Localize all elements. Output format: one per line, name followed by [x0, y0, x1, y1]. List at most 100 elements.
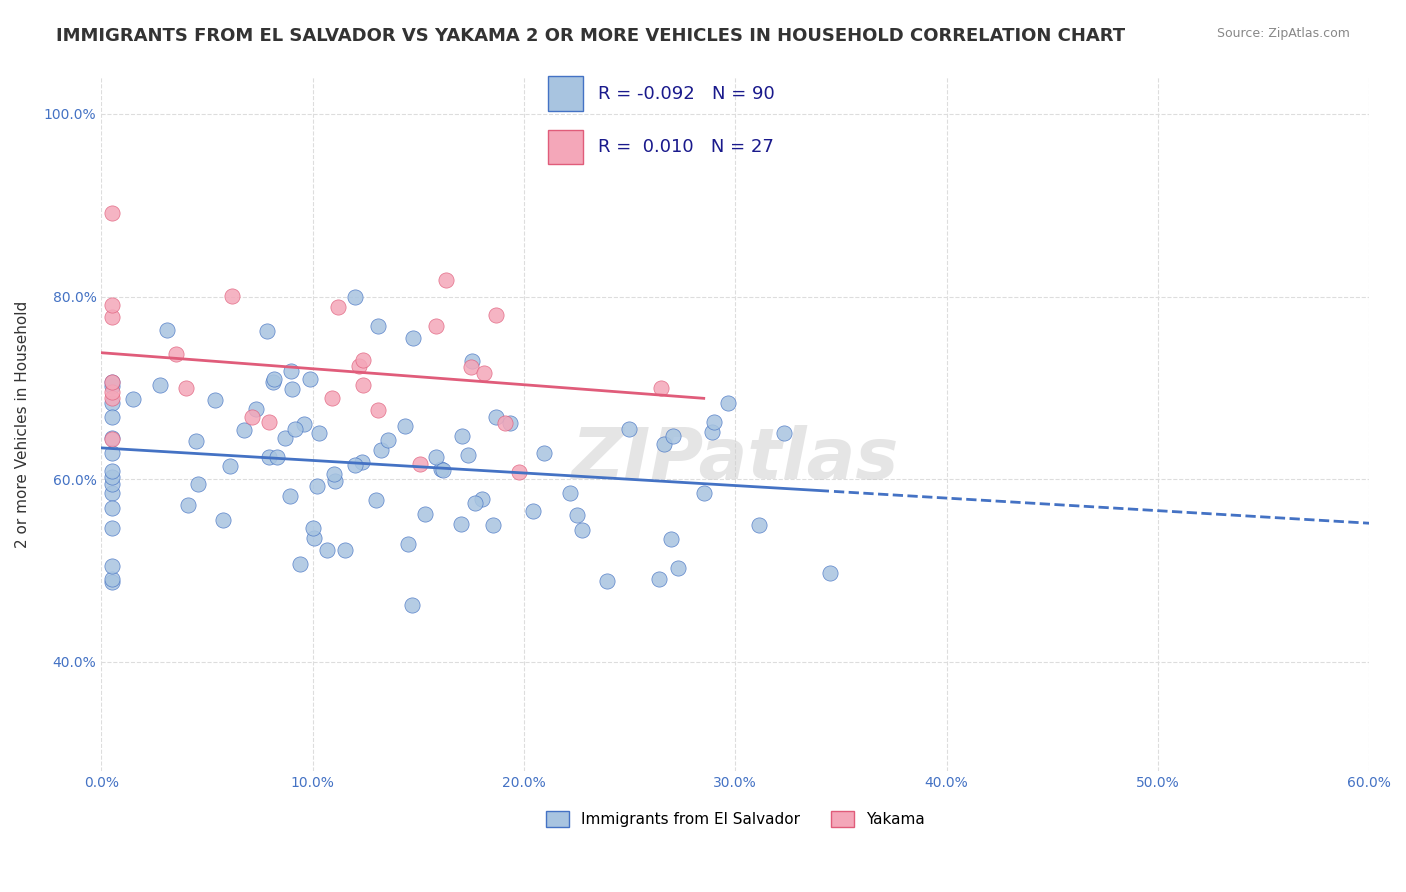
Point: [650, 381, 672, 395]
Point: [460, 359, 482, 374]
Point: [484, 308, 506, 322]
Point: [177, 498, 200, 512]
Point: [457, 448, 479, 462]
Point: [101, 205, 124, 219]
Point: [748, 518, 770, 533]
Point: [122, 392, 145, 406]
Point: [298, 371, 321, 385]
Point: [221, 289, 243, 303]
Point: [394, 419, 416, 434]
Point: [101, 575, 124, 590]
Point: [101, 376, 124, 390]
FancyBboxPatch shape: [548, 129, 583, 164]
Point: [499, 417, 522, 431]
Point: [485, 410, 508, 425]
Point: [450, 517, 472, 532]
Point: [367, 402, 389, 417]
Point: [471, 492, 494, 507]
Point: [396, 537, 419, 551]
Point: [257, 415, 280, 429]
Point: [666, 560, 689, 574]
Point: [156, 323, 179, 337]
Point: [174, 381, 197, 395]
Point: [280, 364, 302, 378]
Point: [219, 459, 242, 474]
Legend: Immigrants from El Salvador, Yakama: Immigrants from El Salvador, Yakama: [540, 805, 931, 833]
Text: Source: ZipAtlas.com: Source: ZipAtlas.com: [1216, 27, 1350, 40]
Point: [101, 310, 124, 325]
Point: [596, 574, 619, 588]
Point: [409, 457, 432, 471]
Point: [432, 463, 454, 477]
Point: [233, 423, 256, 437]
Point: [240, 410, 263, 425]
Point: [101, 298, 124, 312]
Point: [302, 521, 325, 535]
Point: [367, 319, 389, 334]
Point: [284, 422, 307, 436]
Point: [692, 486, 714, 500]
Point: [101, 385, 124, 400]
Point: [350, 455, 373, 469]
Text: R =  0.010   N = 27: R = 0.010 N = 27: [598, 138, 773, 156]
Point: [700, 425, 723, 440]
Point: [425, 450, 447, 464]
Point: [464, 495, 486, 509]
Point: [366, 493, 388, 508]
Point: [430, 462, 453, 476]
Point: [370, 443, 392, 458]
Point: [659, 532, 682, 546]
Point: [558, 485, 581, 500]
Point: [323, 474, 346, 488]
Point: [482, 517, 505, 532]
Point: [571, 523, 593, 537]
Point: [292, 417, 315, 431]
Point: [343, 289, 366, 303]
Point: [101, 379, 124, 393]
Point: [617, 422, 640, 436]
Point: [101, 375, 124, 389]
Point: [494, 416, 516, 430]
Text: ZIPatlas: ZIPatlas: [571, 425, 898, 493]
Point: [661, 429, 683, 443]
Point: [101, 501, 124, 516]
Point: [101, 432, 124, 446]
Point: [772, 426, 794, 441]
Point: [263, 372, 285, 386]
Point: [316, 543, 339, 558]
Point: [101, 521, 124, 535]
Point: [344, 458, 367, 472]
Point: [450, 429, 472, 443]
Point: [165, 347, 187, 361]
Point: [335, 543, 357, 558]
FancyBboxPatch shape: [548, 77, 583, 112]
Point: [288, 557, 311, 571]
Point: [652, 437, 675, 451]
Point: [256, 324, 278, 338]
Point: [184, 434, 207, 448]
Point: [101, 485, 124, 500]
Point: [101, 396, 124, 410]
Point: [149, 378, 172, 392]
Point: [401, 598, 423, 612]
Point: [321, 392, 343, 406]
Point: [101, 391, 124, 405]
Point: [508, 466, 530, 480]
Point: [101, 445, 124, 459]
Point: [326, 300, 349, 314]
Point: [703, 415, 725, 429]
Y-axis label: 2 or more Vehicles in Household: 2 or more Vehicles in Household: [15, 301, 30, 548]
Point: [413, 507, 436, 521]
Point: [305, 479, 328, 493]
Point: [308, 425, 330, 440]
Point: [266, 450, 288, 465]
Point: [280, 382, 302, 396]
Point: [472, 366, 495, 380]
Point: [402, 331, 425, 345]
Point: [245, 401, 267, 416]
Text: IMMIGRANTS FROM EL SALVADOR VS YAKAMA 2 OR MORE VEHICLES IN HOUSEHOLD CORRELATIO: IMMIGRANTS FROM EL SALVADOR VS YAKAMA 2 …: [56, 27, 1125, 45]
Point: [259, 450, 281, 464]
Point: [434, 273, 457, 287]
Point: [204, 392, 226, 407]
Point: [101, 572, 124, 586]
